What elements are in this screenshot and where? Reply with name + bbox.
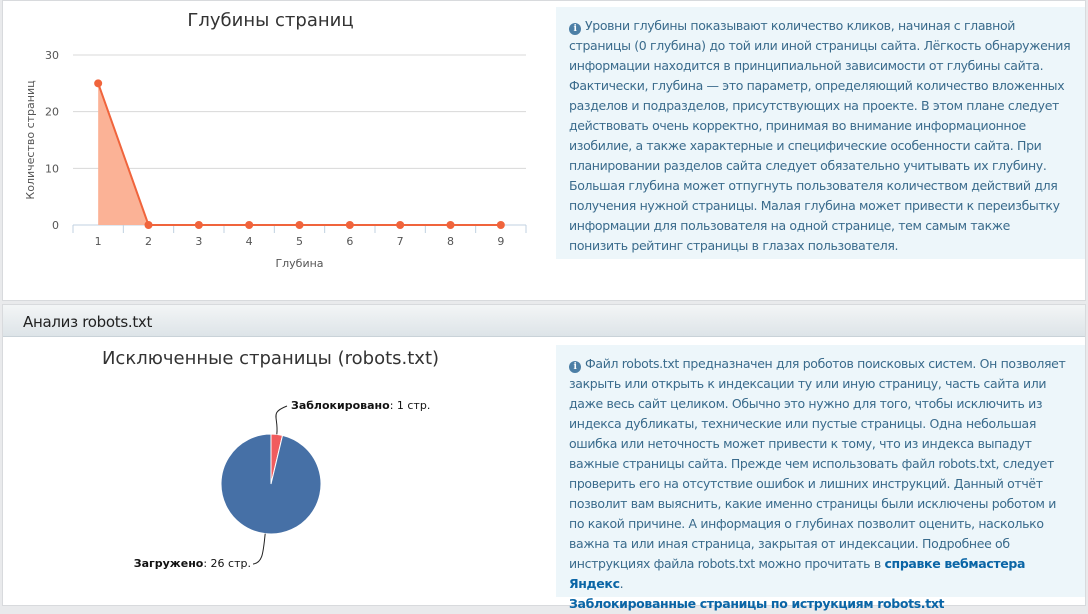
depth-chart: 0 10 20 30 1 2 3 4 5 6 7 8 9 Количество страниц Глу… [24, 49, 527, 270]
data-point [245, 221, 254, 229]
robots-panel: Анализ robots.txt Исключенные страницы (… [2, 304, 1086, 611]
data-point [94, 79, 103, 88]
depth-y-axis-label: Количество страниц [24, 80, 37, 199]
depth-points [94, 79, 505, 229]
y-tick-label: 0 [52, 219, 59, 232]
x-tick-label: 7 [397, 235, 404, 248]
robots-info-box: i Файл robots.txt предназначен для робото… [556, 345, 1085, 611]
pie-chart: Заблокировано: 1 стр. Загружено: 26 стр. [134, 399, 431, 570]
pie-label: Загружено: 26 стр. [134, 557, 251, 570]
depth-gridlines [73, 54, 526, 226]
depth-area-fill [98, 83, 501, 225]
period-text: . [619, 576, 624, 591]
y-tick-label: 20 [45, 106, 59, 119]
depth-x-axis-label: Глубина [275, 257, 323, 270]
data-point [295, 221, 304, 229]
depth-x-axis: 1 2 3 4 5 6 7 8 9 [72, 225, 527, 248]
y-tick-label: 30 [45, 49, 59, 62]
pie-connector [275, 405, 288, 435]
x-tick-label: 8 [447, 235, 454, 248]
blocked-pages-link[interactable]: Заблокированные страницы по иструкциям r… [569, 596, 945, 611]
info-icon: i [569, 23, 581, 35]
x-tick-label: 3 [195, 235, 202, 248]
data-point [496, 221, 505, 229]
pie-labels: Заблокировано: 1 стр. Загружено: 26 стр. [134, 399, 431, 570]
x-tick-label: 5 [296, 235, 303, 248]
x-tick-label: 2 [145, 235, 152, 248]
depth-panel: Глубины страниц 0 10 20 30 1 2 3 4 5 6 7 8 9 Количе… [2, 0, 1086, 301]
data-point [446, 221, 455, 229]
data-point [144, 221, 153, 229]
depth-info-box: i Уровни глубины показывают количество кл… [556, 7, 1085, 259]
y-tick-label: 10 [45, 162, 59, 175]
data-point [396, 221, 405, 229]
pie-label: Заблокировано: 1 стр. [291, 399, 430, 412]
pie-slice [220, 433, 322, 535]
x-tick-label: 9 [497, 235, 504, 248]
x-tick-label: 1 [95, 235, 102, 248]
robots-section-header: Анализ robots.txt [3, 305, 1085, 337]
data-point [194, 221, 203, 229]
depth-info-text: Уровни глубины показывают количество кли… [569, 18, 1071, 253]
pie-chart-title: Исключенные страницы (robots.txt) [101, 348, 440, 369]
data-point [345, 221, 354, 229]
pie-connector [252, 533, 266, 565]
depth-chart-title: Глубины страниц [187, 10, 354, 31]
robots-section-title: Анализ robots.txt [23, 313, 153, 331]
x-tick-label: 6 [346, 235, 353, 248]
yandex-help-link[interactable]: справке вебмастера Яндекс [569, 556, 1026, 591]
info-icon: i [569, 361, 581, 373]
robots-info-text: Файл robots.txt предназначен для роботов… [569, 356, 1066, 571]
pie-slices [220, 433, 322, 535]
depth-series-line [97, 82, 501, 226]
x-tick-label: 4 [246, 235, 253, 248]
depth-y-ticks: 0 10 20 30 [45, 49, 59, 232]
